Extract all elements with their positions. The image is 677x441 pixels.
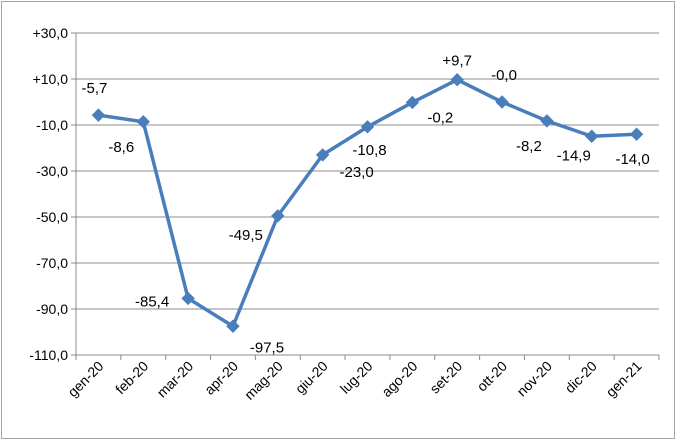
data-point [540, 114, 554, 128]
data-labels: -5,7 -8,6 -85,4 -97,5 -49,5 -23,0 -10,8 -0,2 +9,… [81, 53, 649, 357]
x-tick-label: lug-20 [337, 358, 376, 397]
data-point [136, 115, 150, 129]
x-tick-label: feb-20 [112, 358, 152, 398]
data-label: -0,0 [491, 67, 517, 84]
x-tick-label: ott-20 [474, 358, 511, 395]
y-tick-label: +30,0 [33, 25, 69, 41]
data-point [91, 108, 106, 122]
data-point [181, 291, 195, 306]
data-point [360, 120, 375, 134]
y-tick-label: -10,0 [36, 117, 68, 133]
data-label: +9,7 [442, 53, 472, 70]
data-point [405, 95, 420, 110]
x-tick-label: ago-20 [378, 358, 420, 400]
x-tick-label: mag-20 [241, 358, 286, 403]
series-points [91, 72, 644, 333]
y-tick-label: -50,0 [36, 209, 68, 225]
y-tick-label: -70,0 [36, 255, 68, 271]
data-label: -97,5 [250, 339, 284, 356]
x-tick-label: dic-20 [562, 358, 600, 396]
data-point [585, 129, 599, 143]
gridlines [76, 32, 659, 356]
x-axis-tick-labels: gen-20 feb-20 mar-20 apr-20 mag-20 giu-20 lug-… [64, 358, 644, 403]
y-tick-label: -30,0 [36, 163, 68, 179]
data-label: -14,9 [557, 147, 591, 164]
data-label: -8,2 [516, 138, 542, 155]
series-line-path [98, 77, 637, 328]
data-label: -49,5 [229, 227, 263, 244]
data-point [226, 319, 240, 333]
x-tick-label: apr-20 [201, 358, 241, 398]
x-tick-label: mar-20 [154, 358, 197, 401]
x-tick-label: set-20 [426, 358, 465, 397]
data-label: -10,8 [352, 142, 386, 159]
data-point [495, 95, 509, 109]
x-tick-label: gen-20 [64, 358, 106, 400]
data-point [315, 148, 330, 162]
data-label: -0,2 [427, 109, 453, 126]
x-tick-label: giu-20 [292, 358, 331, 397]
data-point [629, 127, 644, 141]
data-point [450, 72, 464, 87]
data-label: -14,0 [615, 151, 649, 168]
data-label: -85,4 [135, 293, 169, 310]
y-tick-label: +10,0 [33, 71, 69, 87]
data-point [271, 209, 285, 223]
series-line [98, 77, 637, 328]
data-label: -23,0 [340, 164, 374, 181]
axes [71, 32, 660, 360]
y-tick-label: -110,0 [29, 347, 68, 363]
data-label: -8,6 [108, 139, 134, 156]
x-tick-label: gen-21 [603, 358, 645, 400]
y-axis-tick-labels: +30,0 +10,0 -10,0 -30,0 -50,0 -70,0 -90,0 -110,… [29, 25, 68, 363]
x-tick-label: nov-20 [513, 358, 555, 400]
y-tick-label: -90,0 [36, 301, 68, 317]
data-label: -5,7 [81, 80, 107, 97]
